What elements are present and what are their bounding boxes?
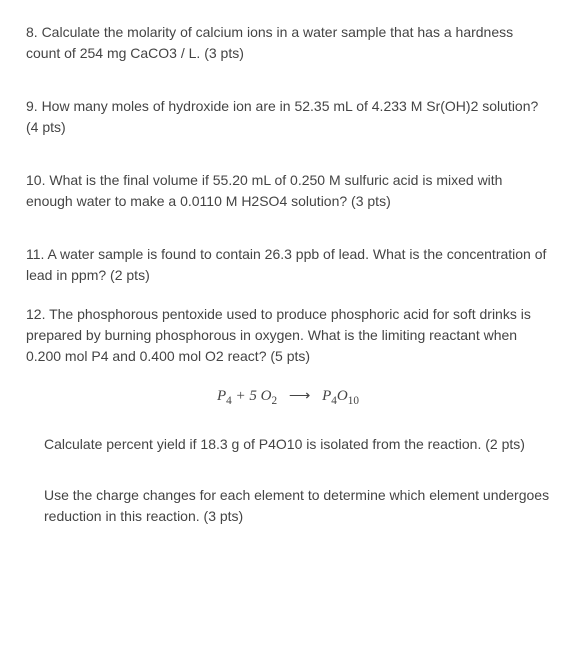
question-12b-text: Calculate percent yield if 18.3 g of P4O… [44, 436, 525, 452]
eq-reactant2: O [261, 388, 272, 404]
eq-reactant2-sub: 2 [271, 395, 277, 407]
question-12c-text: Use the charge changes for each element … [44, 487, 549, 524]
question-11: 11. A water sample is found to contain 2… [26, 244, 550, 286]
question-12b: Calculate percent yield if 18.3 g of P4O… [44, 434, 550, 455]
question-10: 10. What is the final volume if 55.20 mL… [26, 170, 550, 212]
question-9-text: 9. How many moles of hydroxide ion are i… [26, 98, 538, 135]
eq-product2-sub: 10 [348, 395, 359, 407]
question-10-text: 10. What is the final volume if 55.20 mL… [26, 172, 502, 209]
question-12: 12. The phosphorous pentoxide used to pr… [26, 304, 550, 367]
eq-reactant1: P [217, 388, 226, 404]
eq-plus: + 5 [232, 388, 261, 404]
question-9: 9. How many moles of hydroxide ion are i… [26, 96, 550, 138]
chemical-equation: P4 + 5 O2 ⟶ P4O10 [26, 385, 550, 410]
eq-arrow: ⟶ [289, 388, 311, 404]
question-12c: Use the charge changes for each element … [44, 485, 550, 527]
question-8: 8. Calculate the molarity of calcium ion… [26, 22, 550, 64]
question-8-text: 8. Calculate the molarity of calcium ion… [26, 24, 513, 61]
eq-product2: O [337, 388, 348, 404]
question-12-text: 12. The phosphorous pentoxide used to pr… [26, 306, 531, 364]
eq-product1: P [322, 388, 331, 404]
question-11-text: 11. A water sample is found to contain 2… [26, 246, 546, 283]
